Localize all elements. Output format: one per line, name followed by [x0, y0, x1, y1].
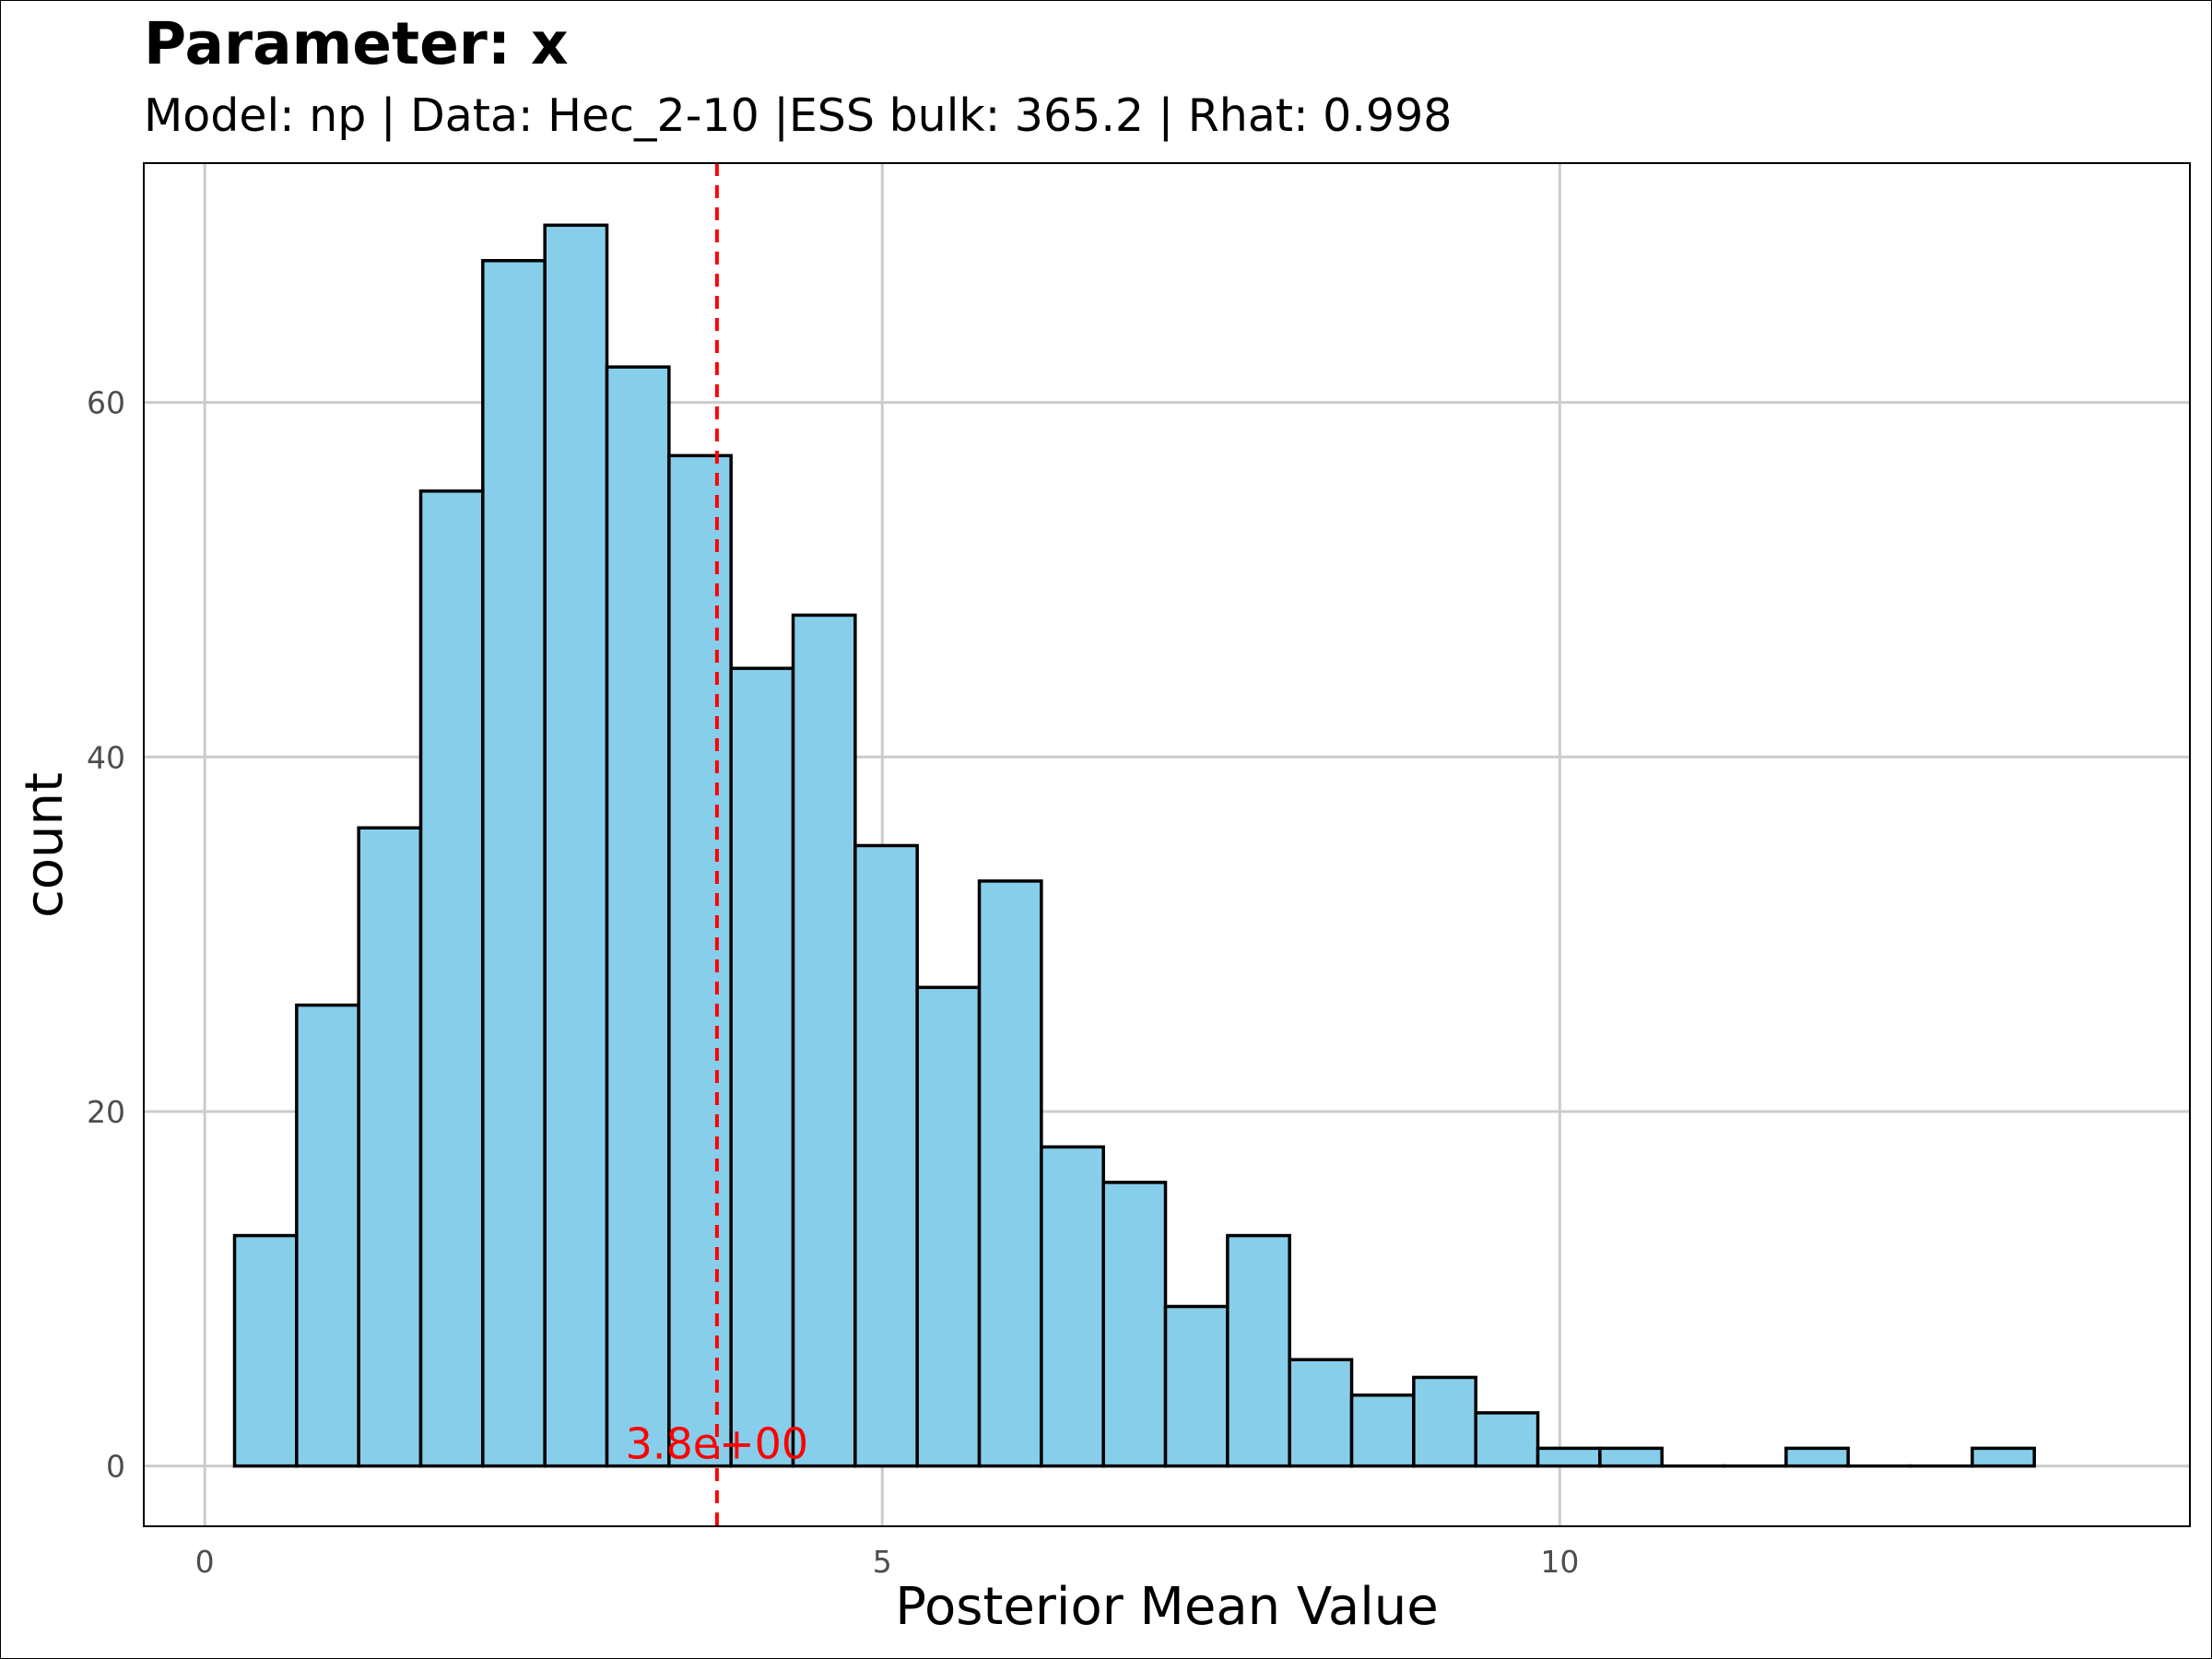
- x-axis-ticks: 0 5 10: [195, 1544, 1580, 1580]
- histogram-bar: [1101, 1181, 1168, 1468]
- histogram-bar: [729, 666, 795, 1468]
- chart-subtitle: Model: np | Data: Hec_2-10 |ESS bulk: 36…: [144, 89, 1453, 142]
- y-tick-label: 0: [106, 1449, 125, 1485]
- x-axis-title: Posterior Mean Value: [895, 1577, 1438, 1637]
- reference-line-group: 3.8e+00: [626, 163, 809, 1526]
- histogram-bar: [915, 985, 982, 1468]
- histogram-bars: [232, 223, 2036, 1468]
- histogram-bar: [1288, 1358, 1354, 1468]
- x-tick-label: 0: [195, 1544, 215, 1580]
- histogram-bar: [1971, 1446, 2036, 1468]
- y-tick-label: 40: [87, 739, 125, 775]
- histogram-bar: [357, 826, 423, 1468]
- histogram-bar: [1226, 1233, 1291, 1468]
- histogram-bar: [1163, 1304, 1230, 1468]
- y-axis-title: count: [15, 772, 75, 918]
- histogram-bar: [1040, 1145, 1105, 1468]
- y-axis-ticks: 0 20 40 60: [87, 385, 125, 1485]
- histogram-bar: [1598, 1446, 1664, 1468]
- x-tick-label: 10: [1540, 1544, 1579, 1580]
- histogram-bar: [1412, 1375, 1477, 1468]
- histogram-bar: [853, 843, 919, 1468]
- histogram-bar: [295, 1003, 360, 1468]
- histogram-bar: [418, 489, 485, 1468]
- histogram-bar: [232, 1233, 299, 1468]
- y-tick-label: 20: [87, 1094, 125, 1130]
- histogram-bar: [1784, 1446, 1850, 1468]
- histogram-bar: [605, 365, 671, 1468]
- y-tick-label: 60: [87, 385, 125, 421]
- plot-panel-border: [143, 162, 2191, 1527]
- x-tick-label: 5: [873, 1544, 892, 1580]
- histogram-bar: [1474, 1411, 1540, 1468]
- histogram-bar: [977, 879, 1043, 1468]
- histogram-bar: [1349, 1393, 1416, 1468]
- chart-title: Parameter: x: [144, 10, 569, 77]
- histogram-bar: [1535, 1446, 1602, 1468]
- histogram-bar: [543, 223, 609, 1468]
- histogram-bar: [667, 453, 733, 1468]
- histogram-bar: [481, 259, 547, 1468]
- mean-reference-label: 3.8e+00: [626, 1419, 809, 1469]
- histogram-bar: [791, 613, 857, 1468]
